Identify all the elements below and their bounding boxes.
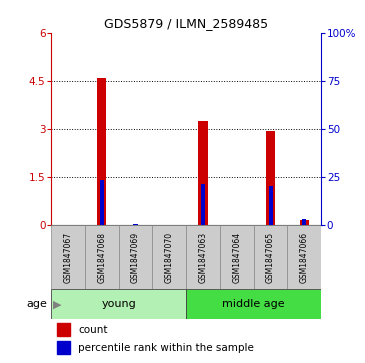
Text: GSM1847067: GSM1847067	[64, 232, 73, 283]
Text: young: young	[101, 299, 136, 309]
Bar	[100, 180, 104, 225]
Text: GSM1847065: GSM1847065	[266, 232, 275, 283]
Bar	[51, 289, 186, 319]
Text: ▶: ▶	[53, 299, 61, 309]
Bar	[57, 341, 70, 354]
Text: middle age: middle age	[222, 299, 285, 309]
Bar	[201, 184, 205, 225]
Bar	[198, 121, 208, 225]
Bar	[220, 225, 254, 289]
Text: GSM1847066: GSM1847066	[300, 232, 309, 283]
Bar	[97, 78, 107, 225]
Text: count: count	[78, 325, 108, 335]
Bar	[186, 225, 220, 289]
Title: GDS5879 / ILMN_2589485: GDS5879 / ILMN_2589485	[104, 17, 268, 30]
Bar	[85, 225, 119, 289]
Bar	[119, 225, 153, 289]
Text: GSM1847063: GSM1847063	[199, 232, 208, 283]
Text: GSM1847069: GSM1847069	[131, 232, 140, 283]
Bar	[186, 289, 321, 319]
Bar	[57, 323, 70, 336]
Bar	[51, 225, 85, 289]
Text: age: age	[27, 299, 47, 309]
Text: GSM1847068: GSM1847068	[97, 232, 106, 283]
Text: GSM1847070: GSM1847070	[165, 232, 174, 283]
Bar	[288, 225, 321, 289]
Bar	[153, 225, 186, 289]
Text: percentile rank within the sample: percentile rank within the sample	[78, 343, 254, 353]
Bar	[134, 224, 138, 225]
Bar	[300, 220, 309, 225]
Bar	[302, 220, 306, 225]
Text: GSM1847064: GSM1847064	[232, 232, 241, 283]
Bar	[269, 186, 273, 225]
Bar	[266, 131, 275, 225]
Bar	[254, 225, 287, 289]
